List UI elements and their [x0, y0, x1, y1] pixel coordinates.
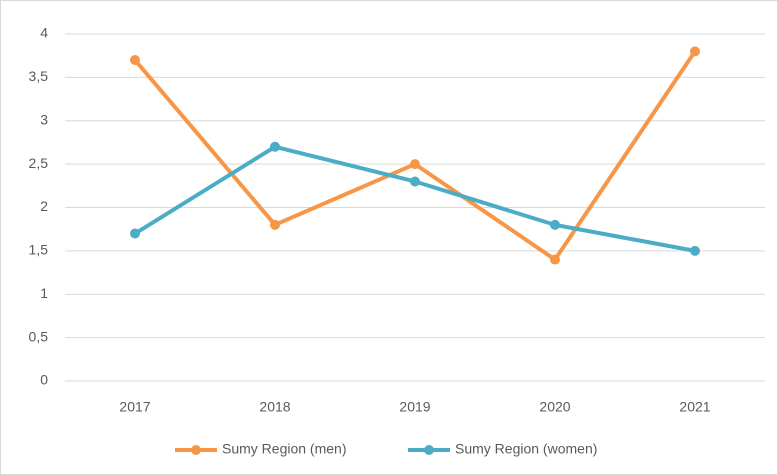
data-point	[690, 245, 700, 256]
x-tick-label: 2017	[119, 399, 150, 415]
legend-marker	[191, 445, 201, 455]
y-tick-label: 0	[40, 372, 48, 388]
data-point	[690, 46, 700, 57]
x-tick-label: 2018	[259, 399, 290, 415]
y-tick-label: 2	[40, 198, 48, 214]
legend-label: Sumy Region (men)	[222, 441, 347, 457]
x-tick-label: 2020	[539, 399, 570, 415]
legend-marker	[424, 445, 434, 455]
y-tick-label: 2,5	[29, 155, 49, 171]
data-point	[130, 228, 140, 239]
data-point	[130, 55, 140, 66]
y-tick-label: 3	[40, 111, 48, 127]
y-tick-label: 0,5	[29, 328, 49, 344]
data-point	[270, 141, 280, 152]
y-tick-label: 4	[40, 25, 48, 41]
y-tick-label: 1,5	[29, 242, 49, 258]
data-point	[410, 176, 420, 187]
data-point	[270, 219, 280, 230]
x-tick-label: 2021	[679, 399, 710, 415]
y-tick-label: 3,5	[29, 68, 49, 84]
data-point	[550, 254, 560, 265]
data-point	[410, 159, 420, 170]
data-point	[550, 219, 560, 230]
legend-label: Sumy Region (women)	[455, 441, 597, 457]
x-tick-label: 2019	[399, 399, 430, 415]
y-tick-label: 1	[40, 285, 48, 301]
